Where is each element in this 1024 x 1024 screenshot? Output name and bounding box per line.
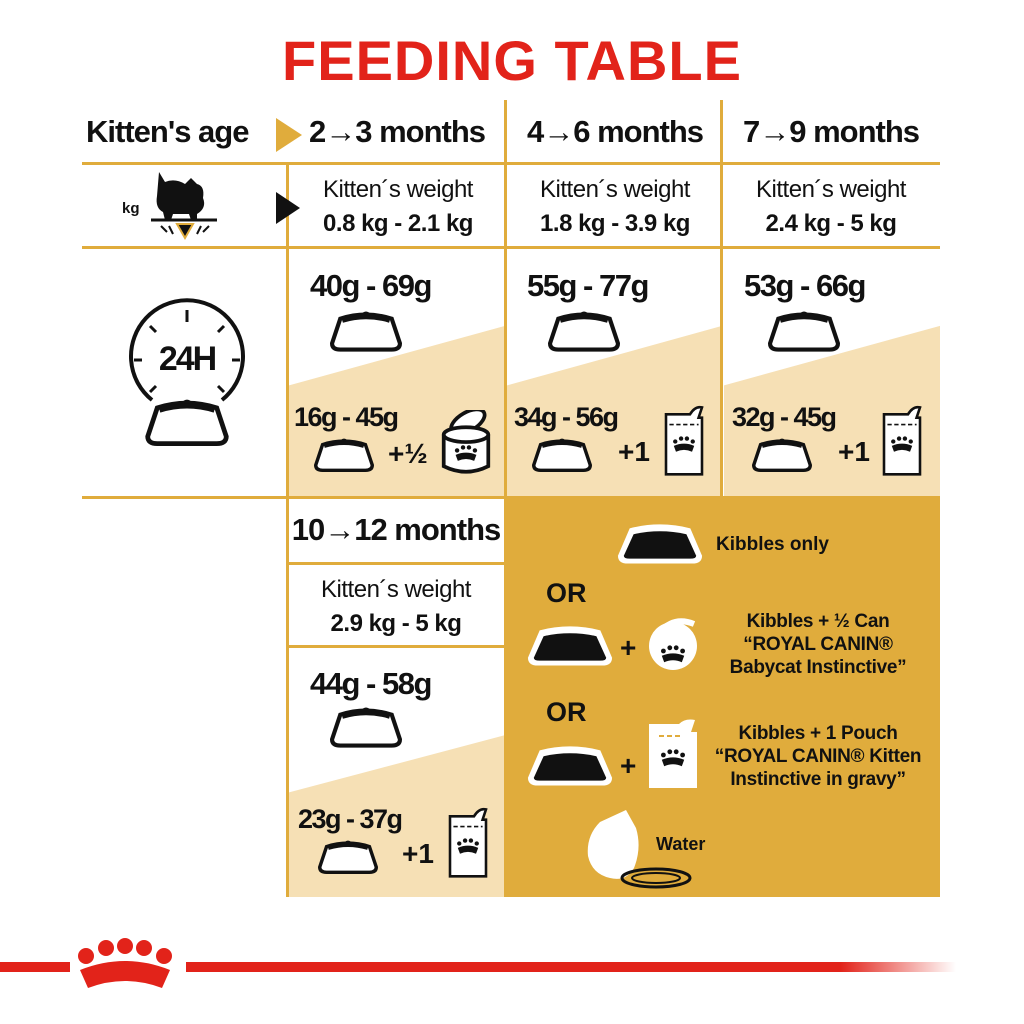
kibbles-amount: 40g - 69g [310,268,432,303]
weight-label: Kitten´s weight [540,176,690,203]
age-column-2: 4→6 months [526,114,704,149]
pouch-icon [444,806,492,878]
footer-line-left [0,962,70,972]
kg-label: kg [122,200,140,217]
footer-line-right [186,962,956,972]
cat-drinking-icon [587,810,692,889]
kibbles-only-label: Kibbles only [716,534,829,555]
weight-value: 0.8 kg - 2.1 kg [323,210,473,237]
divider [287,645,505,648]
bowl-icon [527,746,613,786]
divider [720,100,723,500]
can-option-line: “ROYAL CANIN® [743,634,893,655]
weight-value: 2.9 kg - 5 kg [330,610,462,637]
divider [82,162,940,165]
wet-portion: +1 [838,436,870,467]
divider [504,497,507,897]
kibbles-amount: 53g - 66g [744,268,866,303]
age-column-1: 2→3 months [308,114,486,149]
bowl-icon [312,838,384,874]
pouch-option-line: Instinctive in gravy” [730,769,906,790]
weight-value: 1.8 kg - 3.9 kg [540,210,690,237]
divider [504,100,507,500]
age-column-4: 10→12 months [291,512,502,547]
bowl-icon [330,704,402,748]
bowl-icon [308,436,380,472]
crown-logo-icon [78,938,172,988]
divider [82,496,940,499]
plus-label: + [620,750,637,781]
kibbles-amount: 44g - 58g [310,666,432,701]
can-option-text: Kibbles + ½ Can “ROYAL CANIN® Babycat In… [700,610,936,679]
age-column-3: 7→9 months [742,114,920,149]
can-icon [440,410,492,476]
bowl-icon [746,436,818,472]
arrow-right-icon [276,192,300,224]
wet-portion: +1 [402,838,434,869]
arrow-right-icon [276,118,302,152]
kibbles-amount: 55g - 77g [527,268,649,303]
weight-label: Kitten´s weight [321,576,471,603]
mixed-kibbles-amount: 34g - 56g [514,402,619,432]
weight-label: Kitten´s weight [323,176,473,203]
pouch-option-line: “ROYAL CANIN® Kitten [714,746,922,767]
legend-panel [505,499,940,897]
kittens-age-label: Kitten's age [86,114,249,149]
mixed-kibbles-amount: 23g - 37g [298,804,403,834]
mixed-kibbles-amount: 16g - 45g [294,402,399,432]
bowl-icon [527,626,613,666]
pouch-option-line: Kibbles + 1 Pouch [738,723,898,744]
plus-label: + [620,632,637,663]
mixed-kibbles-amount: 32g - 45g [732,402,837,432]
pouch-icon [878,404,926,476]
or-label: OR [546,578,587,608]
pouch-icon [649,719,697,788]
water-label: Water [656,834,706,854]
bowl-icon [617,524,703,564]
bowl-icon [768,308,840,352]
can-option-line: Babycat Instinctive” [729,657,907,678]
weight-value: 2.4 kg - 5 kg [765,210,897,237]
wet-portion: +1 [618,436,650,467]
pouch-option-text: Kibbles + 1 Pouch “ROYAL CANIN® Kitten I… [700,722,936,791]
wet-portion: +½ [388,438,428,469]
clock-24h-icon [129,298,245,448]
divider [82,246,940,249]
kitten-on-scale-icon [151,172,217,241]
pouch-icon [660,404,708,476]
bowl-icon [548,308,620,352]
bowl-icon [526,436,598,472]
or-label: OR [546,697,587,727]
weight-label: Kitten´s weight [756,176,906,203]
divider [287,562,505,565]
can-option-line: Kibbles + ½ Can [746,611,890,632]
bowl-icon [330,308,402,352]
page-title: FEEDING TABLE [282,29,742,92]
divider [286,163,289,897]
can-icon [649,618,697,670]
clock-24h-label: 24H [158,340,217,378]
